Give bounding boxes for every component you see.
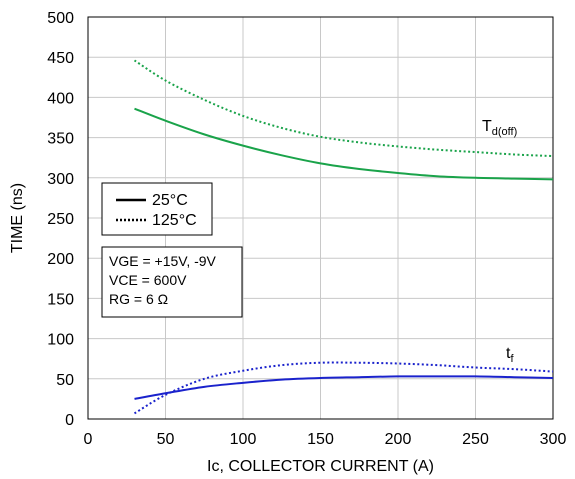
series-line-td_off-dotted	[133, 59, 554, 158]
series-line-tf-solid	[134, 375, 554, 400]
y-tick-label: 350	[47, 131, 74, 148]
legend-entry-25c: 25°C	[152, 192, 188, 209]
series-line-td_off-solid	[134, 107, 554, 181]
conditions-box	[101, 246, 243, 318]
condition-rg: RG = 6 Ω	[109, 291, 168, 307]
y-tick-label: 400	[47, 90, 74, 107]
curve-label-tf: tf	[506, 345, 514, 365]
y-tick-label: 300	[47, 171, 74, 188]
x-axis-label: Ic, COLLECTOR CURRENT (A)	[207, 458, 434, 475]
y-axis-label: TIME (ns)	[9, 183, 26, 253]
condition-vge: VGE = +15V, -9V	[109, 253, 217, 269]
curve-label-td-off: Td(off)	[482, 118, 517, 138]
condition-vce: VCE = 600V	[109, 272, 187, 288]
x-tick-label: 250	[462, 431, 489, 448]
legend-box	[101, 182, 213, 236]
y-tick-label: 200	[47, 251, 74, 268]
y-tick-label: 250	[47, 211, 74, 228]
y-tick-label: 100	[47, 332, 74, 349]
legend-entry-125c: 125°C	[152, 212, 197, 229]
legend: 25°C 125°C	[101, 182, 213, 236]
x-tick-label: 300	[540, 431, 567, 448]
y-tick-label: 50	[56, 372, 74, 389]
y-tick-label: 150	[47, 291, 74, 308]
x-tick-label: 150	[307, 431, 334, 448]
x-tick-label: 0	[84, 431, 93, 448]
x-tick-label: 100	[230, 431, 257, 448]
x-tick-label: 50	[157, 431, 175, 448]
y-tick-labels: 0 50 100 150 200 250 300 350 400 450 500	[47, 10, 74, 429]
x-tick-label: 200	[385, 431, 412, 448]
y-tick-label: 450	[47, 50, 74, 67]
series-layer	[133, 59, 554, 415]
plot-frame	[87, 16, 554, 420]
y-tick-label: 500	[47, 10, 74, 27]
x-tick-labels: 0 50 100 150 200 250 300	[84, 431, 567, 448]
y-tick-label: 0	[65, 412, 74, 429]
test-conditions-box: VGE = +15V, -9V VCE = 600V RG = 6 Ω	[101, 246, 243, 318]
